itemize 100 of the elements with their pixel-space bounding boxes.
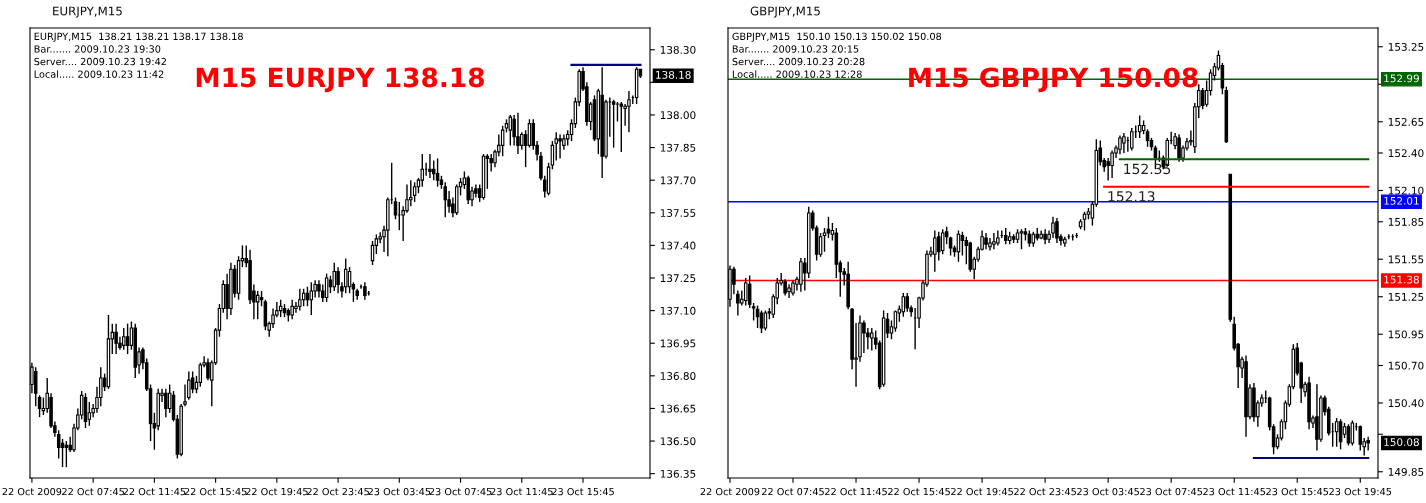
candlestick — [125, 322, 130, 355]
candlestick — [627, 90, 631, 134]
candlestick — [336, 266, 340, 294]
x-tick-label: 23 Oct 15:45 — [1266, 487, 1329, 496]
candlestick — [799, 257, 803, 293]
candlestick — [826, 216, 831, 239]
candlestick — [862, 319, 866, 354]
x-tick-label: 22 Oct 15:45 — [888, 487, 950, 496]
x-tick-label: 23 Oct 11:45 — [490, 487, 553, 496]
candlestick — [1055, 217, 1059, 244]
y-tick-label: 152.10 — [1388, 186, 1424, 195]
series-label: 152.35 — [1124, 163, 1171, 175]
y-tick-label: 151.55 — [1388, 255, 1424, 264]
chart-subtitle: GBPJPY,M15 — [750, 6, 820, 18]
x-tick-label: 23 Oct 03:45 — [368, 487, 431, 496]
annotation: EURJPY,M15 138.21 138.21 138.17 138.18 — [34, 32, 243, 42]
candlestick — [255, 290, 260, 320]
x-tick-label: 22 Oct 19:45 — [245, 487, 308, 496]
x-tick-label: 22 Oct 15:45 — [184, 487, 247, 496]
candlestick — [298, 288, 302, 312]
annotation: Bar....... 2009.10.23 19:30 — [34, 45, 161, 53]
candlestick — [1110, 149, 1114, 179]
candlestick — [901, 292, 906, 318]
candlestick — [64, 440, 69, 468]
candlestick — [787, 283, 791, 299]
candlestick — [1366, 436, 1370, 452]
candlestick — [290, 299, 294, 320]
candlestick — [558, 133, 562, 160]
y-tick-label: 153.25 — [1388, 42, 1424, 51]
candlestick — [1051, 216, 1055, 239]
y-tick-label: 137.10 — [660, 306, 696, 315]
candlestick — [206, 357, 210, 381]
x-tick-label: 23 Oct 15:45 — [552, 487, 614, 496]
candlestick — [763, 309, 768, 332]
y-tick-label: 152.65 — [1388, 117, 1424, 126]
y-tick-label: 137.85 — [660, 143, 696, 152]
candlestick — [1082, 211, 1087, 232]
candlestick — [466, 175, 470, 205]
y-tick-label: 149.85 — [1388, 467, 1424, 476]
y-tick-label: 151.85 — [1388, 217, 1424, 226]
candlestick — [611, 99, 616, 149]
candlestick — [225, 272, 229, 320]
candlestick — [1358, 424, 1363, 452]
chart-subtitle: EURJPY,M15 — [53, 6, 122, 18]
y-tick-label: 150.70 — [1388, 361, 1424, 370]
candlestick — [736, 289, 740, 317]
candlestick — [1019, 228, 1024, 250]
y-tick-label: 137.55 — [660, 209, 696, 217]
candlestick — [164, 388, 168, 418]
candlestick — [1130, 127, 1134, 152]
text: 150.08 — [1384, 438, 1419, 447]
candlestick — [397, 201, 402, 231]
annotation: Bar....... 2009.10.23 20:15 — [732, 45, 859, 53]
candlestick — [428, 153, 432, 179]
y-tick-label: 137.25 — [660, 274, 696, 283]
candlestick — [1334, 417, 1339, 448]
candlestick — [870, 327, 874, 352]
series-label: 152.13 — [1108, 191, 1155, 202]
candlestick — [759, 309, 764, 334]
x-tick-label: 22 Oct 2009 — [700, 487, 760, 496]
annotation: Server.... 2009.10.23 20:28 — [732, 57, 865, 66]
x-tick-label: 22 Oct 11:45 — [825, 487, 887, 496]
text: M15 EURJPY 138.18 — [196, 67, 484, 93]
x-tick-label: 23 Oct 19:45 — [1329, 487, 1392, 496]
candlestick — [122, 327, 126, 351]
candlestick — [33, 366, 38, 407]
candlestick — [615, 101, 620, 123]
candlestick — [412, 181, 417, 203]
annotation: Local..... 2009.10.23 12:28 — [732, 70, 862, 78]
candlestick — [960, 231, 965, 257]
candlestick — [1346, 423, 1351, 447]
candlestick — [516, 112, 520, 155]
candlestick — [619, 101, 624, 153]
x-tick-label: 22 Oct 07:45 — [762, 487, 824, 496]
x-tick-label: 23 Oct 07:45 — [429, 487, 492, 496]
x-tick-label: 22 Oct 23:45 — [307, 487, 369, 496]
y-tick-label: 136.50 — [660, 437, 696, 446]
ref-line-label: 152.99 — [1384, 74, 1419, 83]
y-tick-label: 137.40 — [660, 241, 696, 250]
x-tick-label: 23 Oct 07:45 — [1140, 487, 1203, 496]
ref-line-label: 152.01 — [1384, 196, 1419, 205]
y-tick-label: 136.95 — [660, 339, 696, 348]
candlestick — [933, 229, 937, 273]
y-tick-label: 151.25 — [1388, 292, 1424, 301]
y-tick-label: 138.30 — [660, 45, 696, 54]
annotation: Local..... 2009.10.23 11:42 — [34, 70, 164, 78]
y-tick-label: 150.95 — [1388, 330, 1424, 339]
candlestick — [393, 196, 398, 220]
candlestick — [332, 262, 337, 292]
candlestick — [1122, 132, 1126, 154]
candlestick — [1177, 133, 1181, 163]
candlestick — [435, 157, 440, 188]
ref-line-label: 151.38 — [1384, 275, 1419, 284]
y-tick-label: 136.80 — [660, 372, 696, 380]
annotation: Server.... 2009.10.23 19:42 — [34, 57, 166, 66]
annotation: GBPJPY,M15 150.10 150.13 150.02 150.08 — [732, 32, 942, 42]
candlestick — [114, 322, 118, 355]
x-tick-label: 23 Oct 03:45 — [1077, 487, 1139, 496]
y-tick-label: 138.00 — [660, 111, 696, 120]
y-tick-label: 152.40 — [1388, 149, 1424, 158]
